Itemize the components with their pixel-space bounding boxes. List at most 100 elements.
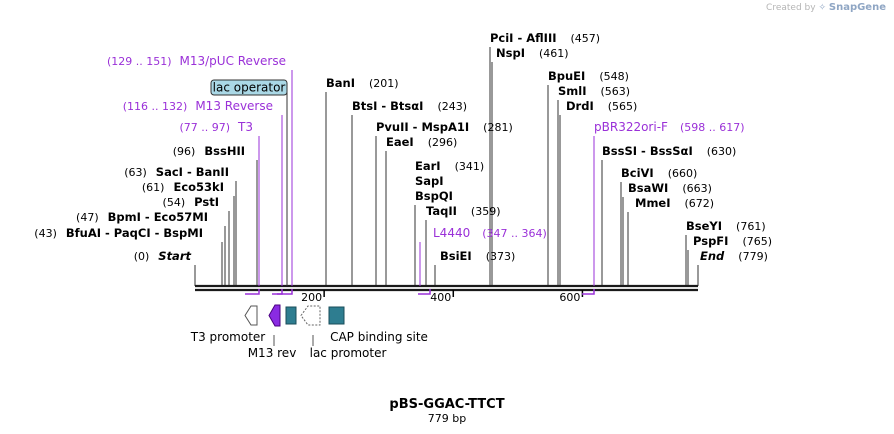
primer-m13-puc-reverse: M13/pUC Reverse (129 .. 151) [107, 54, 293, 295]
plasmid-name: pBS-GGAC-TTCT [389, 397, 504, 412]
primer-binding-mark [418, 289, 431, 295]
restriction-site: End (779) [700, 249, 768, 263]
primer-binding-mark [272, 289, 283, 295]
features: lac operator T3 promoter M13 rev lac promot… [190, 79, 428, 360]
enzyme-name: BpuEI [548, 69, 585, 83]
enzyme-name: AflIII [526, 31, 556, 45]
site-bcivi-label: BciVI [621, 166, 654, 180]
primers: M13/pUC Reverse (129 .. 151) M13 Reverse (1… [107, 54, 745, 295]
restriction-site: Start (0) [134, 249, 192, 263]
primer-binding-mark [245, 289, 260, 295]
site-end-label: End [700, 249, 725, 263]
cap-binding-site-block-icon [328, 306, 345, 325]
feature-t3-promoter: T3 promoter [190, 305, 265, 344]
restriction-site: BsaWI (663) [628, 181, 712, 195]
restriction-site: NspI (461) [496, 46, 569, 60]
site-bpuei-label: BpuEI [548, 69, 585, 83]
enzyme-separator: - [377, 99, 390, 113]
enzyme-separator: - [637, 144, 650, 158]
enzyme-name: BssSαI [650, 144, 693, 158]
site-position: (54) [163, 196, 186, 209]
feature-label: lac promoter [310, 346, 387, 360]
site-pvuii-mspa1i-label: PvuII - MspA1I [376, 120, 469, 134]
primer-name: L4440 [433, 226, 470, 240]
restriction-site: BsiEI (373) [440, 249, 515, 263]
primer-range: (598 .. 617) [680, 121, 745, 134]
restriction-site: Eco53kI (61) [142, 180, 224, 194]
site-position: (565) [608, 100, 638, 113]
site-eaei-label: EaeI [386, 135, 414, 149]
enzyme-separator: - [409, 120, 422, 134]
site-position: (61) [142, 181, 165, 194]
primer-range: (129 .. 151) [107, 55, 172, 68]
axis-ticks: 200 400 600 [301, 290, 584, 304]
enzyme-name: PspFI [693, 234, 728, 248]
primer-t3: T3 (77 .. 97) [179, 120, 260, 295]
enzyme-name: BsaWI [628, 181, 668, 195]
site-bani-label: BanI [326, 76, 355, 90]
restriction-site: EarI (341) [415, 159, 484, 173]
enzyme-name: BssHII [204, 144, 245, 158]
site-psti-label: PstI [194, 195, 219, 209]
enzyme-name: BsiEI [440, 249, 472, 263]
restriction-site: BfuAI - PaqCI - BspMI (43) [34, 226, 203, 240]
enzyme-name: BseYI [686, 219, 722, 233]
enzyme-separator: - [151, 226, 164, 240]
restriction-site: BtsI - BtsαI (243) [352, 99, 467, 113]
restriction-site: BpmI - Eco57MI (47) [76, 210, 208, 224]
site-position: (765) [742, 235, 772, 248]
site-position: (563) [601, 85, 631, 98]
site-position: (672) [685, 197, 715, 210]
site-position: (660) [668, 167, 698, 180]
feature-label: lac operator [213, 81, 286, 95]
enzyme-name: SacI [156, 165, 183, 179]
site-position: (63) [124, 166, 147, 179]
site-bsssi-bsss-i-label: BssSI - BssSαI [602, 144, 693, 158]
primer-name: M13 Reverse [195, 99, 273, 113]
enzyme-name: NspI [496, 46, 525, 60]
restriction-site: PspFI (765) [693, 234, 772, 248]
primer-range: (77 .. 97) [179, 121, 230, 134]
primer-name: M13/pUC Reverse [180, 54, 287, 68]
site-drdi-label: DrdI [566, 99, 594, 113]
axis-tick-label: 600 [559, 291, 580, 304]
feature-lac-promoter: lac promoter [300, 305, 387, 360]
primer-binding-mark [582, 289, 595, 295]
site-pcii-afliii-label: PciI - AflIII [490, 31, 557, 45]
site-bpmi-eco57mi-label: BpmI - Eco57MI [108, 210, 208, 224]
site-mmei-label: MmeI [635, 196, 671, 210]
primer-l4440: L4440 (347 .. 364) [418, 226, 547, 295]
restriction-site: SmlI (563) [558, 84, 630, 98]
site-position: (373) [486, 250, 516, 263]
restriction-site: PstI (54) [163, 195, 219, 209]
primer-name: T3 [237, 120, 253, 134]
site-position: (281) [483, 121, 513, 134]
site-position: (201) [369, 77, 399, 90]
site-position: (663) [682, 182, 712, 195]
enzyme-name: PvuII [376, 120, 409, 134]
site-position: (47) [76, 211, 99, 224]
site-position: (0) [134, 250, 150, 263]
enzyme-name: Eco53kI [173, 180, 224, 194]
site-position: (461) [539, 47, 569, 60]
enzyme-separator: - [183, 165, 196, 179]
snapgene-branding: Created by ✧ SnapGene [766, 2, 886, 13]
site-saci-banii-label: SacI - BanII [156, 165, 229, 179]
restriction-site: PciI - AflIII (457) [490, 31, 600, 45]
site-position: (779) [738, 250, 768, 263]
site-bsawi-label: BsaWI [628, 181, 668, 195]
site-eari-label: EarI [415, 159, 441, 173]
enzyme-name: SapI [415, 174, 444, 188]
restriction-site: BssHII (96) [173, 144, 245, 158]
enzyme-name: BanII [196, 165, 229, 179]
enzyme-separator: - [513, 31, 526, 45]
primer-pbr322ori-f: pBR322ori-F (598 .. 617) [582, 120, 745, 295]
enzyme-name: PstI [194, 195, 219, 209]
enzyme-separator: - [141, 210, 154, 224]
t3-promoter-arrow-icon [244, 305, 258, 326]
restriction-site: MmeI (672) [635, 196, 714, 210]
site-position: (96) [173, 145, 196, 158]
site-bspqi-label: BspQI [415, 189, 453, 203]
site-btsi-bts-i-label: BtsI - BtsαI [352, 99, 423, 113]
